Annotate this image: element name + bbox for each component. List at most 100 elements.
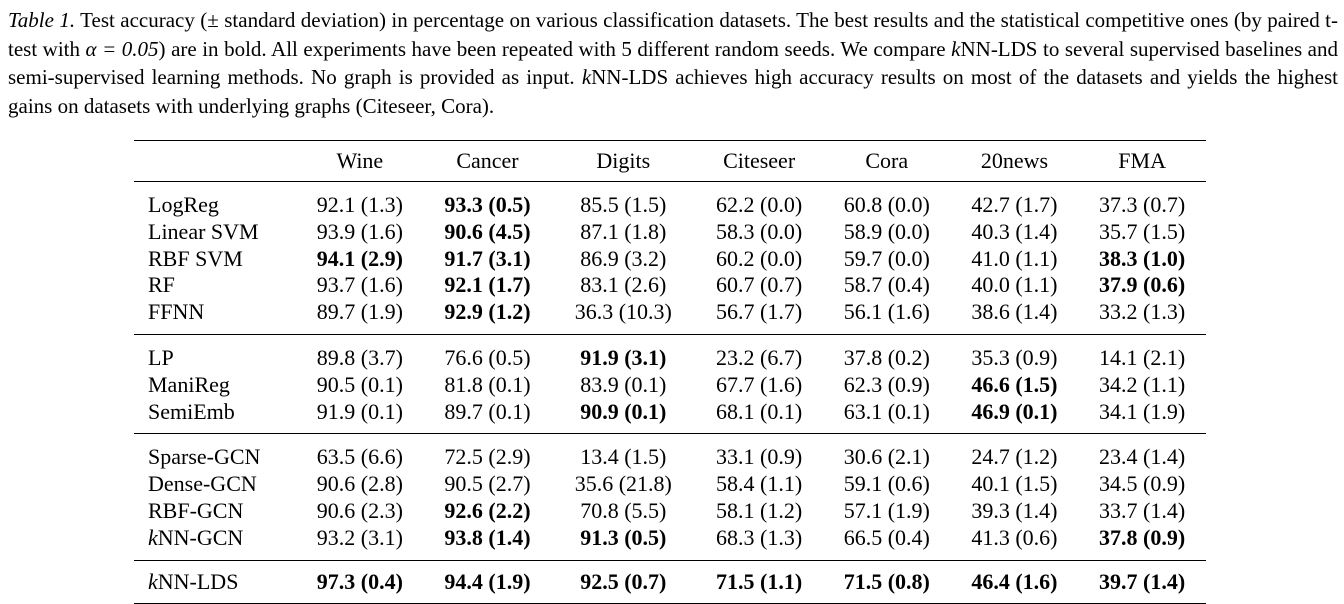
accuracy-cell: 89.7 (1.9) bbox=[316, 299, 403, 325]
accuracy-cell: 72.5 (2.9) bbox=[423, 433, 552, 472]
accuracy-cell: 93.3 (0.5) bbox=[444, 192, 531, 217]
results-table-container: Wine Cancer Digits Citeseer Cora 20news … bbox=[134, 140, 1206, 604]
accuracy-cell: 81.8 (0.1) bbox=[444, 371, 531, 397]
accuracy-cell: 23.2 (6.7) bbox=[695, 333, 823, 372]
accuracy-cell: 87.1 (1.8) bbox=[580, 218, 667, 244]
accuracy-cell: 67.7 (1.6) bbox=[716, 371, 803, 397]
accuracy-cell: 97.3 (0.4) bbox=[296, 559, 424, 604]
method-group-3: Sparse-GCN 63.5 (6.6) 72.5 (2.9) 13.4 (1.5)… bbox=[134, 433, 1206, 560]
accuracy-cell: 93.8 (1.4) bbox=[444, 524, 531, 550]
accuracy-cell: 56.1 (1.6) bbox=[843, 299, 930, 325]
accuracy-cell: 93.2 (3.1) bbox=[316, 524, 403, 550]
accuracy-cell: 71.5 (1.1) bbox=[695, 559, 823, 604]
accuracy-cell: 24.7 (1.2) bbox=[950, 433, 1079, 472]
method-name: FFNN bbox=[148, 299, 205, 325]
accuracy-cell: 83.9 (0.1) bbox=[580, 371, 667, 397]
accuracy-cell: 46.6 (1.5) bbox=[971, 371, 1058, 397]
method-name: ManiReg bbox=[148, 371, 230, 397]
table-row: kNN-GCN 93.2 (3.1) 93.8 (1.4) 91.3 (0.5) 68.… bbox=[134, 525, 1206, 560]
accuracy-cell: 90.6 (2.3) bbox=[316, 497, 403, 523]
table-caption: Table 1. Test accuracy (± standard devia… bbox=[8, 6, 1338, 120]
caption-k-1: k bbox=[951, 36, 961, 61]
accuracy-cell: 34.5 (0.9) bbox=[1099, 471, 1186, 497]
accuracy-cell: 92.1 (1.7) bbox=[444, 272, 531, 298]
accuracy-cell: 89.8 (3.7) bbox=[296, 333, 424, 372]
accuracy-cell: 34.1 (1.9) bbox=[1099, 398, 1186, 424]
method-group-final: kNN-LDS 97.3 (0.4) 94.4 (1.9) 92.5 (0.7) 71.… bbox=[134, 559, 1206, 604]
accuracy-cell: 42.7 (1.7) bbox=[971, 192, 1058, 217]
method-name: Linear SVM bbox=[148, 218, 259, 244]
header-20news: 20news bbox=[980, 148, 1049, 173]
accuracy-cell: 62.2 (0.0) bbox=[716, 192, 803, 217]
method-name: LP bbox=[134, 333, 296, 372]
accuracy-cell: 92.6 (2.2) bbox=[444, 497, 531, 523]
accuracy-cell: 92.9 (1.2) bbox=[444, 299, 531, 325]
accuracy-cell: 38.3 (1.0) bbox=[1099, 245, 1186, 271]
accuracy-cell: 90.6 (4.5) bbox=[444, 218, 531, 244]
method-name: RF bbox=[148, 272, 175, 298]
accuracy-cell: 39.7 (1.4) bbox=[1078, 559, 1206, 604]
method-name: kNN-LDS bbox=[134, 559, 296, 604]
method-name: Dense-GCN bbox=[148, 471, 257, 497]
accuracy-cell: 56.7 (1.7) bbox=[716, 299, 803, 325]
accuracy-cell: 40.0 (1.1) bbox=[971, 272, 1058, 298]
accuracy-cell: 35.3 (0.9) bbox=[950, 333, 1079, 372]
accuracy-cell: 63.1 (0.1) bbox=[843, 398, 930, 424]
accuracy-cell: 70.8 (5.5) bbox=[580, 497, 667, 523]
accuracy-cell: 58.9 (0.0) bbox=[843, 218, 930, 244]
accuracy-cell: 36.3 (10.3) bbox=[574, 299, 672, 325]
accuracy-cell: 58.3 (0.0) bbox=[716, 218, 803, 244]
accuracy-cell: 68.3 (1.3) bbox=[716, 524, 803, 550]
method-name: kNN-GCN bbox=[148, 524, 244, 550]
accuracy-cell: 60.2 (0.0) bbox=[716, 245, 803, 271]
accuracy-cell: 91.9 (3.1) bbox=[551, 333, 696, 372]
table-row: ManiReg 90.5 (0.1) 81.8 (0.1) 83.9 (0.1) 67.… bbox=[134, 372, 1206, 399]
table-row: LP 89.8 (3.7) 76.6 (0.5) 91.9 (3.1) 23.2 (6.… bbox=[134, 333, 1206, 372]
accuracy-cell: 58.1 (1.2) bbox=[716, 497, 803, 523]
accuracy-cell: 37.8 (0.9) bbox=[1099, 524, 1186, 550]
accuracy-cell: 30.6 (2.1) bbox=[822, 433, 951, 472]
accuracy-cell: 68.1 (0.1) bbox=[716, 398, 803, 424]
accuracy-cell: 40.1 (1.5) bbox=[971, 471, 1058, 497]
accuracy-cell: 93.9 (1.6) bbox=[316, 218, 403, 244]
accuracy-cell: 85.5 (1.5) bbox=[580, 192, 667, 217]
accuracy-cell: 13.4 (1.5) bbox=[551, 433, 696, 472]
accuracy-cell: 34.2 (1.1) bbox=[1099, 371, 1186, 397]
accuracy-cell: 92.1 (1.3) bbox=[316, 192, 403, 217]
accuracy-cell: 83.1 (2.6) bbox=[580, 272, 667, 298]
method-name: LogReg bbox=[148, 192, 219, 217]
accuracy-cell: 91.3 (0.5) bbox=[580, 524, 667, 550]
accuracy-cell: 92.5 (0.7) bbox=[551, 559, 696, 604]
accuracy-cell: 66.5 (0.4) bbox=[843, 524, 930, 550]
method-name: SemiEmb bbox=[148, 398, 235, 424]
header-citeseer: Citeseer bbox=[723, 148, 796, 173]
table-row: Sparse-GCN 63.5 (6.6) 72.5 (2.9) 13.4 (1.5)… bbox=[134, 433, 1206, 472]
accuracy-cell: 37.8 (0.2) bbox=[822, 333, 951, 372]
accuracy-cell: 90.5 (2.7) bbox=[444, 471, 531, 497]
accuracy-cell: 59.1 (0.6) bbox=[843, 471, 930, 497]
caption-k-2: k bbox=[581, 65, 592, 89]
accuracy-cell: 33.2 (1.3) bbox=[1099, 299, 1186, 325]
accuracy-cell: 93.7 (1.6) bbox=[316, 272, 403, 298]
table-row: RF 93.7 (1.6) 92.1 (1.7) 83.1 (2.6) 60.7 (0.… bbox=[134, 272, 1206, 299]
accuracy-cell: 60.8 (0.0) bbox=[843, 192, 930, 217]
table-row: kNN-LDS 97.3 (0.4) 94.4 (1.9) 92.5 (0.7) 71.… bbox=[134, 559, 1206, 604]
method-group-2: LP 89.8 (3.7) 76.6 (0.5) 91.9 (3.1) 23.2 (6.… bbox=[134, 333, 1206, 433]
accuracy-cell: 14.1 (2.1) bbox=[1078, 333, 1206, 372]
method-group-1: LogReg 92.1 (1.3) 93.3 (0.5) 85.5 (1.5) 62.2… bbox=[134, 182, 1206, 335]
accuracy-cell: 60.7 (0.7) bbox=[716, 272, 803, 298]
accuracy-cell: 37.3 (0.7) bbox=[1099, 192, 1186, 217]
accuracy-cell: 58.7 (0.4) bbox=[843, 272, 930, 298]
caption-label: Table 1. bbox=[8, 8, 76, 32]
accuracy-cell: 39.3 (1.4) bbox=[971, 497, 1058, 523]
header-digits: Digits bbox=[596, 148, 651, 173]
caption-text-2: ) are in bold. All experiments have been… bbox=[158, 36, 952, 61]
caption-text-3: NN-LDS to several supervised baselines a… bbox=[8, 36, 1339, 90]
table-row: RBF-GCN 90.6 (2.3) 92.6 (2.2) 70.8 (5.5) 58.… bbox=[134, 498, 1206, 525]
accuracy-cell: 91.7 (3.1) bbox=[444, 245, 531, 271]
accuracy-cell: 90.6 (2.8) bbox=[316, 471, 403, 497]
accuracy-cell: 63.5 (6.6) bbox=[296, 433, 424, 472]
accuracy-cell: 35.7 (1.5) bbox=[1099, 218, 1186, 244]
header-row: Wine Cancer Digits Citeseer Cora 20news … bbox=[134, 141, 1206, 182]
accuracy-cell: 71.5 (0.8) bbox=[822, 559, 951, 604]
